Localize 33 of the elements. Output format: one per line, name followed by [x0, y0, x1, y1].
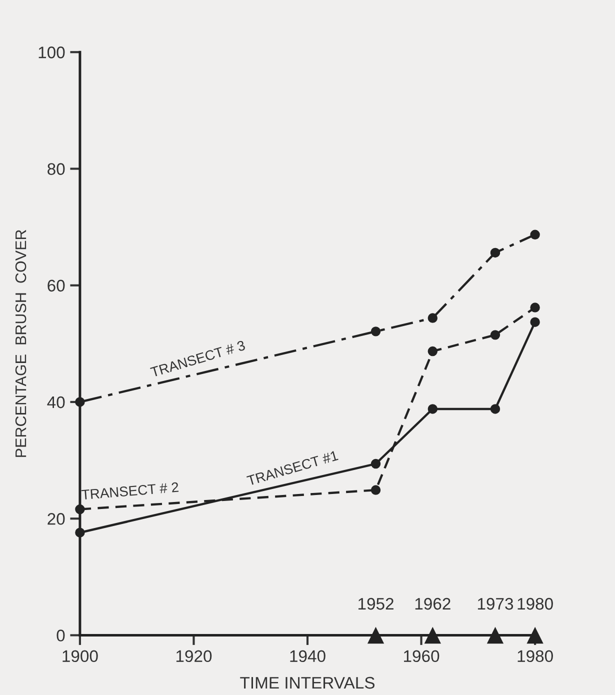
annotation: 1980	[518, 598, 553, 610]
point	[428, 346, 438, 356]
x-axis-title: TIME INTERVALS	[240, 676, 375, 689]
point	[370, 326, 381, 336]
annotation: 1952	[358, 598, 394, 610]
annotation: 1973	[478, 598, 514, 610]
x-tick-label: 1920	[176, 650, 212, 662]
point	[428, 313, 438, 323]
point	[370, 485, 381, 495]
y-tick-label: 100	[38, 46, 65, 58]
point	[75, 528, 85, 538]
point	[530, 317, 540, 327]
y-tick-label: 60	[48, 280, 65, 292]
y-tick-label: 40	[47, 396, 65, 408]
point	[428, 404, 438, 414]
x-tick-label: 1900	[62, 650, 98, 662]
annotation: 1962	[415, 598, 450, 610]
y-tick-label: 80	[48, 163, 65, 175]
series-label: TRANSECT # 2	[81, 482, 179, 500]
x-tick-label: 1940	[290, 650, 326, 662]
y-tick-label: 0	[56, 630, 65, 642]
point	[530, 230, 540, 240]
point	[75, 397, 85, 407]
point	[370, 458, 381, 469]
point	[75, 504, 85, 514]
point	[490, 330, 500, 340]
point	[490, 248, 500, 258]
x-tick-label: 1980	[518, 650, 553, 662]
y-axis-title: PERCENTAGE BRUSH COVER	[15, 230, 26, 457]
point	[490, 404, 500, 414]
y-tick-label: 20	[48, 513, 65, 525]
point	[530, 302, 540, 312]
x-tick-label: 1960	[404, 650, 440, 662]
